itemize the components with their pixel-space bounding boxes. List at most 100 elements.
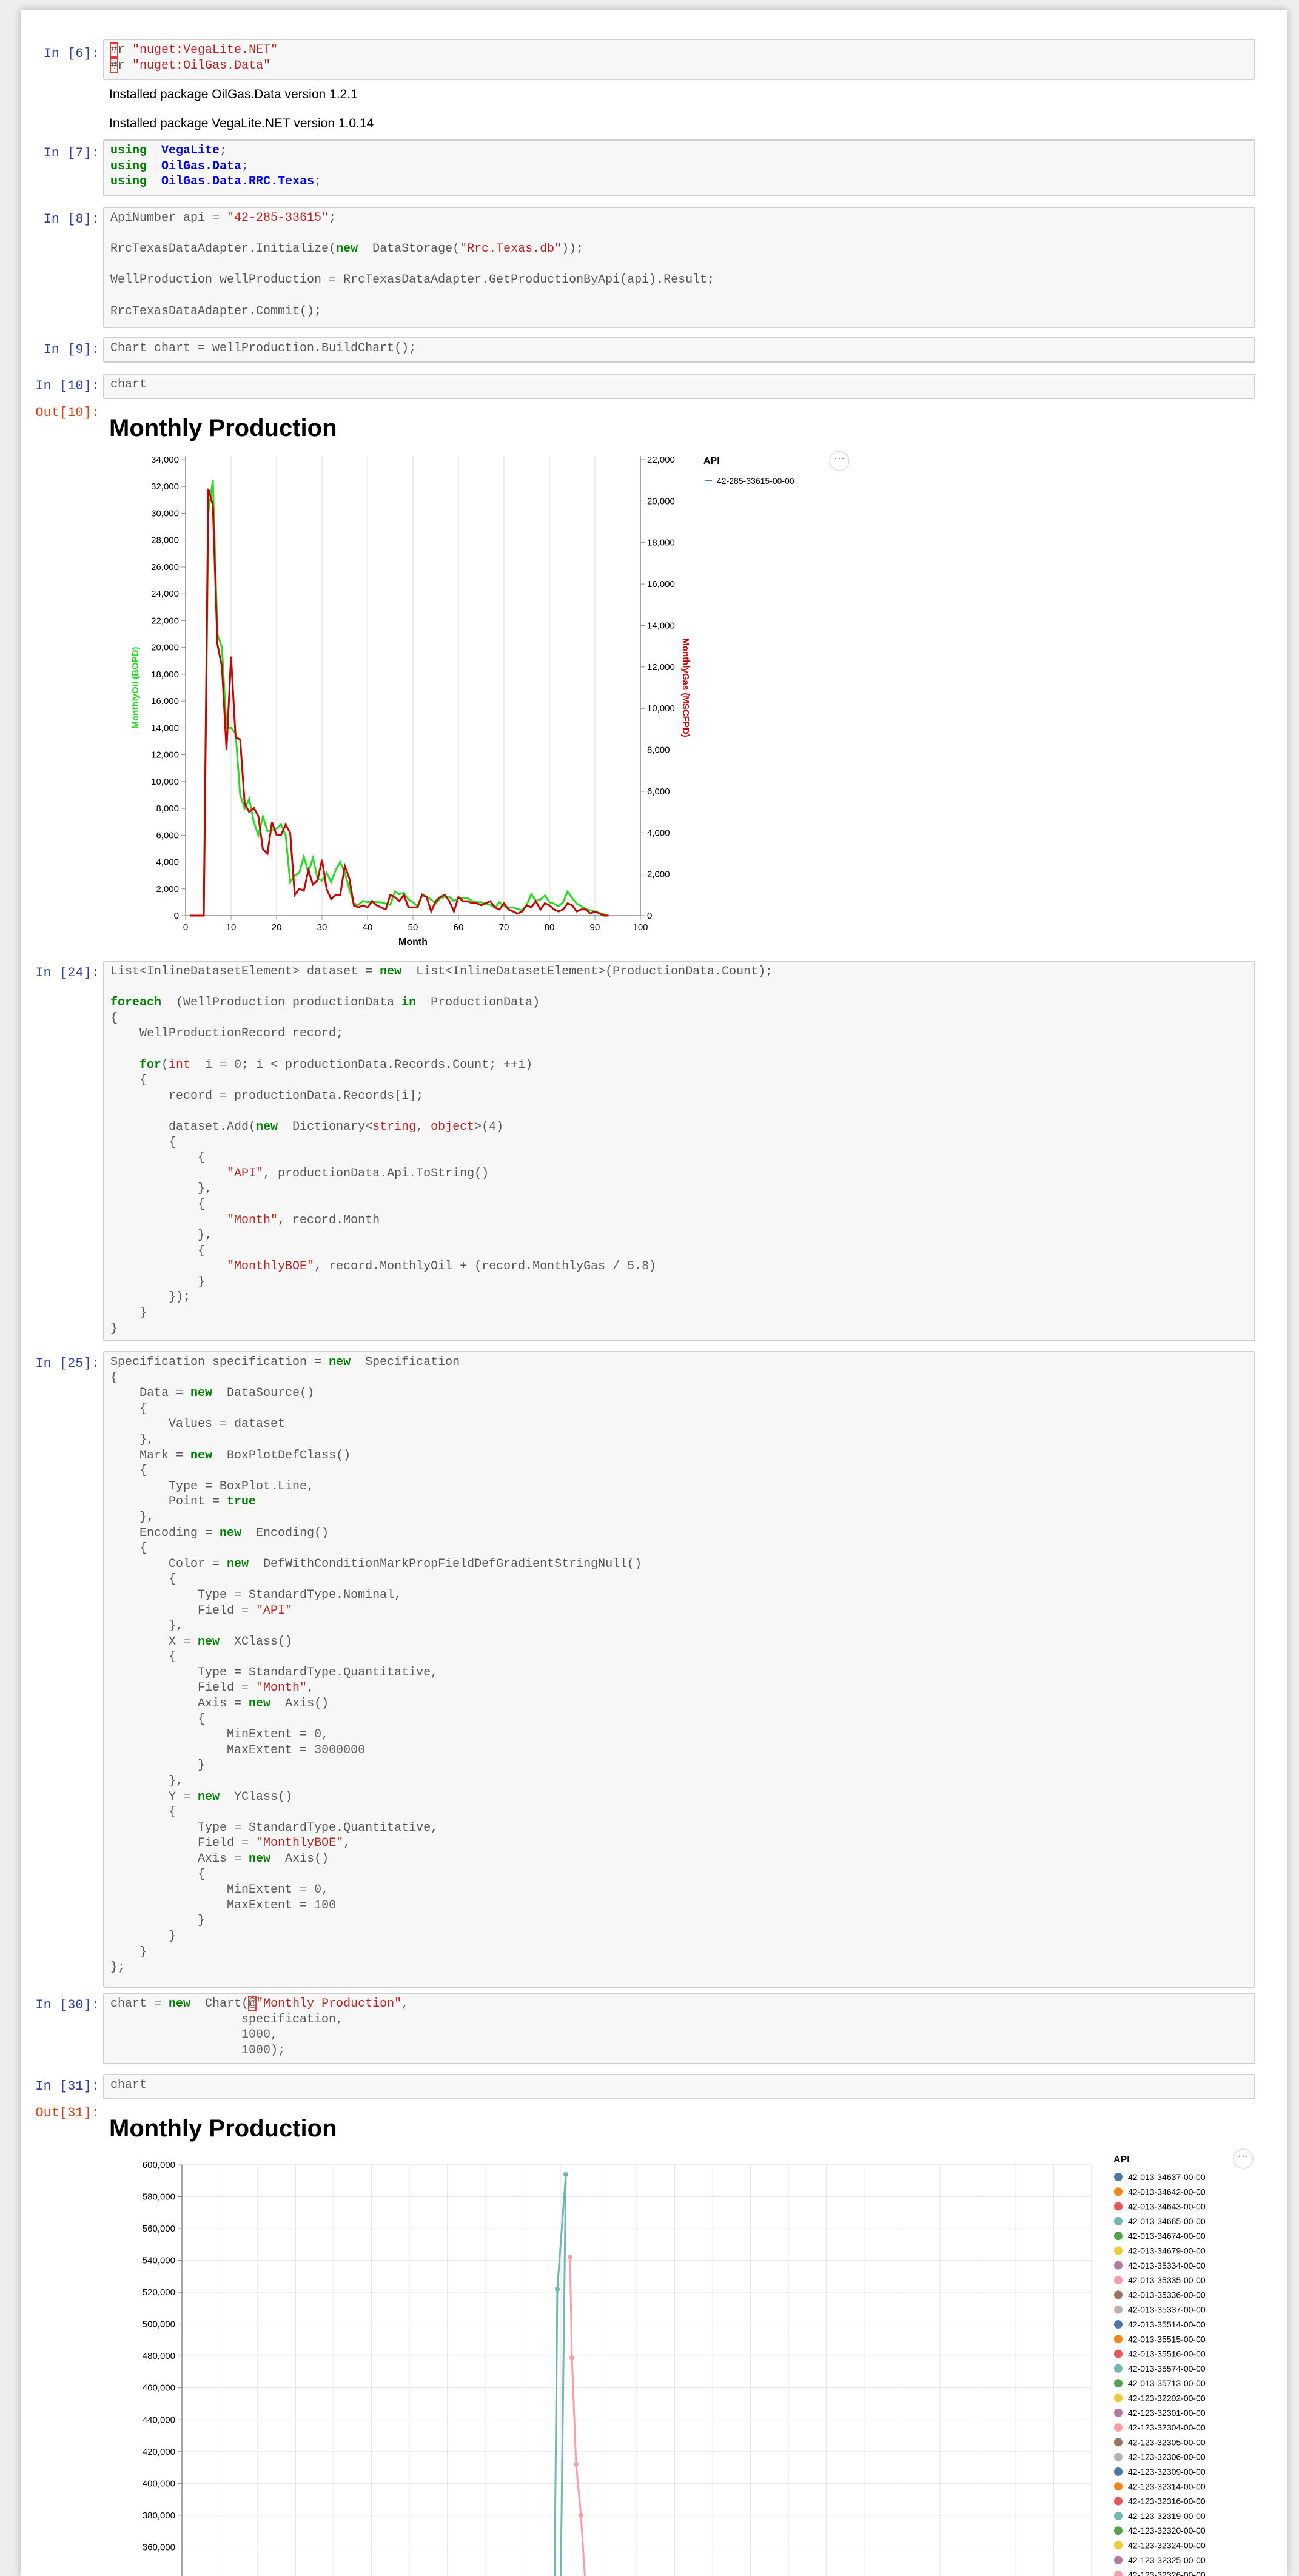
- code-token: };: [110, 1961, 126, 1975]
- code-token: 3000000: [314, 1743, 366, 1757]
- legend-swatch: [1114, 2393, 1123, 2403]
- x-tick-label: 20: [272, 922, 282, 933]
- y-tick-label: 16,000: [151, 696, 179, 706]
- code-editor[interactable]: chart: [103, 374, 1255, 399]
- code-editor[interactable]: ApiNumber api = "42-285-33615"; RrcTexas…: [103, 207, 1255, 328]
- y-tick-label: 580,000: [143, 2192, 175, 2202]
- code-line: Values = dataset: [110, 1417, 285, 1431]
- code-token: Data =: [110, 1386, 191, 1401]
- code-lines[interactable]: List<InlineDatasetElement> dataset = new…: [104, 962, 1254, 1340]
- code-token: chart: [110, 378, 147, 392]
- data-point: [563, 2172, 568, 2177]
- code-token: OilGas.Data.RRC.Texas: [161, 175, 315, 189]
- code-token: ,: [343, 1836, 351, 1851]
- code-lines[interactable]: Specification specification = new Specif…: [104, 1352, 1254, 1979]
- code-token: [147, 144, 161, 158]
- code-token: (WellProduction productionData: [161, 996, 402, 1010]
- legend-label: 42-013-35334-00-00: [1128, 2261, 1206, 2270]
- code-token: Dictionary<: [278, 1119, 373, 1134]
- code-token: {: [110, 1197, 206, 1212]
- legend-swatch: [1114, 2497, 1123, 2506]
- x-tick-label: 80: [545, 922, 555, 933]
- y2-tick-label: 6,000: [647, 787, 670, 797]
- code-token: new: [220, 1526, 242, 1540]
- cell-out-prompt: Out[10]:: [35, 405, 99, 420]
- code-token: , record.Month: [278, 1213, 380, 1227]
- legend-swatch: [1114, 2571, 1123, 2576]
- y2-tick-label: 18,000: [647, 538, 675, 548]
- code-editor[interactable]: Specification specification = new Specif…: [103, 1351, 1255, 1988]
- legend-label: 42-013-34642-00-00: [1128, 2187, 1206, 2196]
- legend-label: 42-013-35336-00-00: [1128, 2290, 1206, 2299]
- code-token: 0: [314, 1883, 322, 1897]
- y2-tick-label: 0: [647, 911, 652, 921]
- code-token: [147, 175, 161, 189]
- code-token: {: [110, 1867, 206, 1882]
- x-tick-label: 90: [590, 922, 600, 933]
- code-token: [110, 2044, 241, 2058]
- code-token: "Month": [256, 1681, 307, 1696]
- legend-label: 42-123-32305-00-00: [1128, 2437, 1206, 2447]
- code-token: Field =: [110, 1681, 257, 1696]
- code-token: ,: [321, 1728, 329, 1742]
- code-editor[interactable]: #r "nuget:VegaLite.NET" #r "nuget:OilGas…: [103, 39, 1255, 80]
- code-token: new: [329, 1355, 351, 1369]
- code-token: OilGas.Data: [161, 159, 242, 173]
- code-lines[interactable]: chart: [104, 2075, 1254, 2097]
- y-tick-label: 340,000: [143, 2574, 175, 2576]
- y-tick-label: 440,000: [143, 2415, 175, 2425]
- series-line-oil: [190, 479, 609, 917]
- actions-menu-circle: [829, 451, 850, 471]
- legend-label: 42-013-35514-00-00: [1128, 2319, 1206, 2329]
- code-token: ;: [241, 159, 249, 173]
- code-token: "Rrc.Texas.db": [460, 242, 562, 257]
- code-token: r: [118, 43, 133, 57]
- legend-label: 42-013-34674-00-00: [1128, 2231, 1206, 2241]
- code-lines[interactable]: using VegaLite; using OilGas.Data; using…: [104, 141, 1254, 193]
- code-line: };: [110, 1961, 125, 1974]
- y2-tick-label: 12,000: [647, 662, 675, 673]
- y-tick-label: 10,000: [151, 777, 179, 787]
- legend-swatch: [1114, 2541, 1123, 2550]
- code-token: }: [110, 1306, 147, 1321]
- code-lines[interactable]: chart = new Chart(@"Monthly Production",…: [104, 1994, 1254, 2062]
- code-token: new: [336, 242, 358, 257]
- code-line: Type = BoxPlot.Line,: [110, 1480, 314, 1494]
- code-token: new: [249, 1852, 271, 1866]
- code-token: ;: [220, 144, 227, 158]
- y2-tick-label: 16,000: [647, 579, 675, 589]
- code-lines[interactable]: Chart chart = wellProduction.BuildChart(…: [104, 338, 1254, 360]
- y-tick-label: 32,000: [151, 481, 179, 492]
- code-token: BoxPlotDefClass(): [212, 1448, 351, 1463]
- code-token: }: [110, 1929, 176, 1944]
- code-token: Field =: [110, 1836, 257, 1851]
- y-axis-title-left: MonthlyOil (BOPD): [130, 647, 141, 729]
- code-editor[interactable]: chart = new Chart(@"Monthly Production",…: [103, 1993, 1255, 2064]
- code-editor[interactable]: using VegaLite; using OilGas.Data; using…: [103, 139, 1255, 196]
- chart-actions-button[interactable]: ⋯: [1233, 2148, 1254, 2169]
- code-line: {: [110, 1805, 176, 1819]
- code-token: ,: [307, 1681, 315, 1696]
- chart-actions-button[interactable]: ⋯: [829, 451, 850, 471]
- legend-swatch: [1114, 2173, 1123, 2181]
- legend-swatch: [1114, 2276, 1123, 2285]
- code-line: {: [110, 1650, 176, 1664]
- code-editor[interactable]: List<InlineDatasetElement> dataset = new…: [103, 961, 1255, 1341]
- code-lines[interactable]: ApiNumber api = "42-285-33615"; RrcTexas…: [104, 208, 1254, 323]
- code-line: Data = new DataSource(): [110, 1386, 314, 1400]
- series-line: [554, 2174, 567, 2576]
- code-line: record = productionData.Records[i];: [110, 1089, 423, 1103]
- cell-prompt: In [6]:: [43, 46, 99, 61]
- legend-label: 42-123-32316-00-00: [1128, 2497, 1206, 2506]
- code-token: MinExtent =: [110, 1883, 315, 1897]
- code-line: {: [110, 1073, 147, 1087]
- code-editor[interactable]: chart: [103, 2074, 1255, 2099]
- code-line: WellProductionRecord record;: [110, 1027, 343, 1041]
- code-token: , productionData.Api.ToString(): [263, 1166, 489, 1181]
- cell-prompt: In [25]:: [35, 1356, 99, 1371]
- code-token: }: [110, 1759, 206, 1773]
- code-lines[interactable]: chart: [104, 375, 1254, 397]
- code-editor[interactable]: Chart chart = wellProduction.BuildChart(…: [103, 337, 1255, 363]
- code-lines[interactable]: #r "nuget:VegaLite.NET" #r "nuget:OilGas…: [104, 40, 1254, 77]
- y-tick-label: 420,000: [143, 2447, 175, 2457]
